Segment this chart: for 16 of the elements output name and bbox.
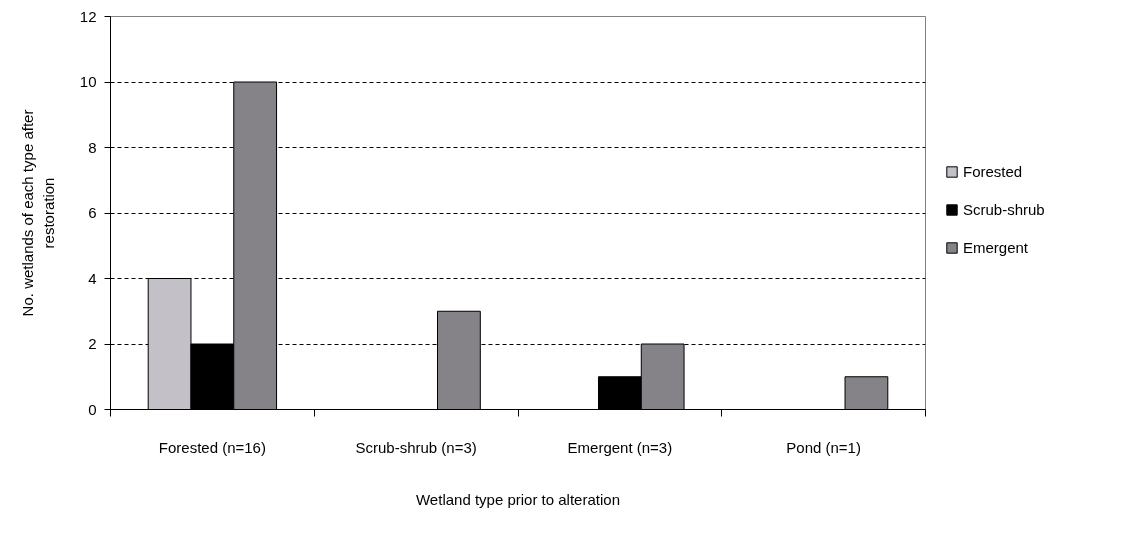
y-tick-label: 0: [88, 400, 97, 418]
legend-label: Scrub-shrub: [963, 199, 1045, 219]
y-tick-label: 8: [88, 138, 97, 156]
x-tick-label: Pond (n=1): [786, 438, 861, 456]
y-axis-title: No. wetlands of each type after restoration: [19, 109, 57, 317]
x-tick-label: Scrub-shrub (n=3): [355, 438, 477, 456]
legend-label: Emergent: [963, 237, 1029, 257]
legend-label: Forested: [963, 161, 1023, 181]
y-tick-label: 2: [88, 335, 97, 352]
x-axis-title: Wetland type prior to alteration: [416, 490, 621, 508]
y-tick-label: 4: [88, 269, 97, 287]
x-tick-label: Forested (n=16): [158, 438, 266, 456]
y-tick-label: 10: [79, 73, 97, 90]
x-tick-label: Emergent (n=3): [567, 438, 673, 456]
y-tick-label: 6: [88, 204, 97, 221]
y-tick-label: 12: [79, 7, 97, 25]
